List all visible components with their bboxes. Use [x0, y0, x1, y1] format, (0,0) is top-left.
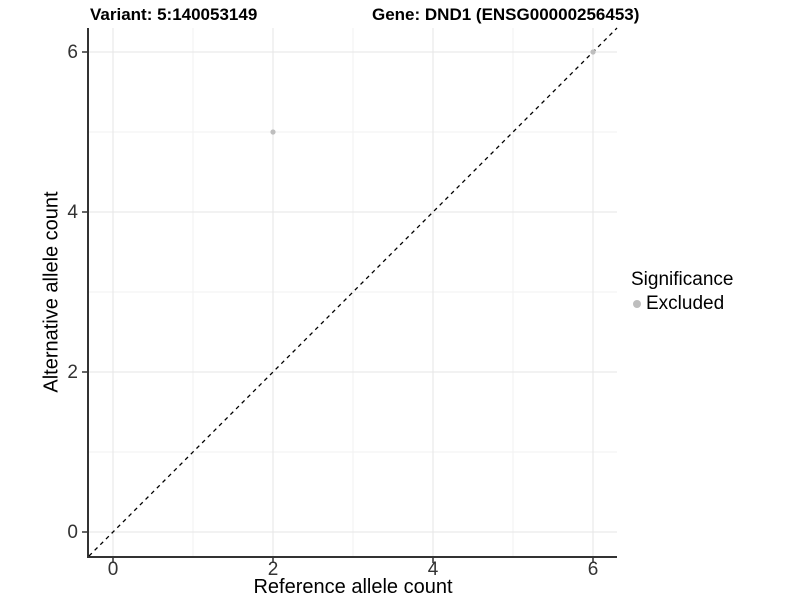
- x-tick-label: 6: [587, 559, 599, 580]
- x-tick-label: 4: [427, 559, 439, 580]
- data-point: [590, 49, 596, 55]
- legend: Significance Excluded: [631, 269, 733, 315]
- y-tick-label: 2: [67, 362, 78, 383]
- data-point: [270, 129, 276, 135]
- legend-point-icon: [633, 300, 641, 308]
- legend-title: Significance: [631, 269, 734, 290]
- y-axis-title: Alternative allele count: [40, 191, 63, 393]
- legend-item: Excluded: [633, 293, 733, 315]
- x-tick-label: 2: [267, 559, 279, 580]
- gene-title: Gene: DND1 (ENSG00000256453): [372, 5, 640, 24]
- plot-panel: [82, 27, 618, 563]
- plot-canvas: [82, 27, 618, 563]
- x-tick-label: 0: [107, 559, 119, 580]
- y-tick-label: 4: [67, 202, 78, 223]
- legend-item-label: Excluded: [646, 293, 725, 314]
- y-tick-label: 0: [67, 522, 78, 543]
- variant-title: Variant: 5:140053149: [90, 5, 258, 24]
- x-axis-title: Reference allele count: [253, 576, 453, 598]
- legend-items: Excluded: [631, 293, 733, 315]
- y-tick-label: 6: [67, 42, 78, 63]
